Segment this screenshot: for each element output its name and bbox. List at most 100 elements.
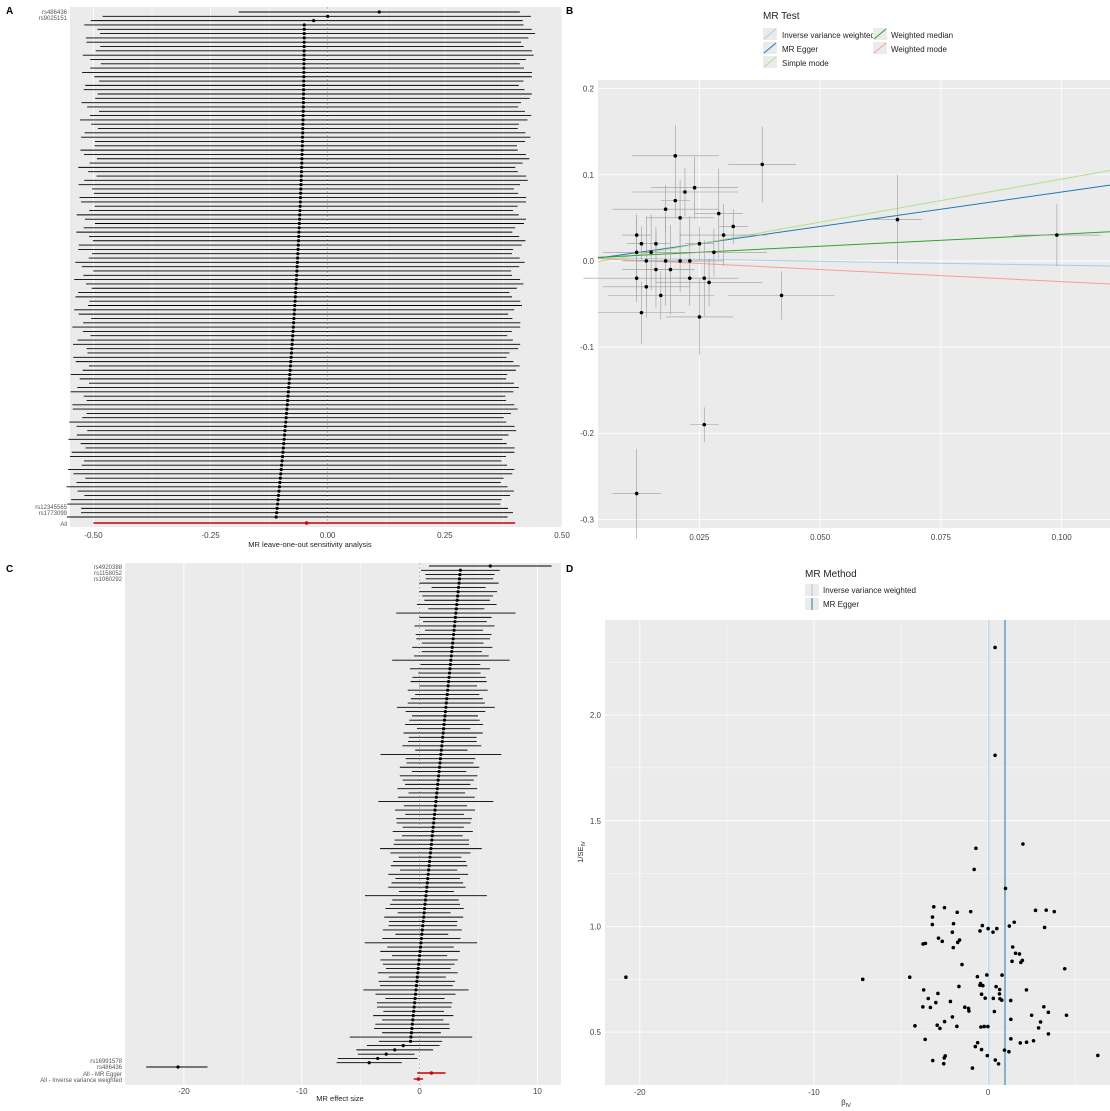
c-snp-point <box>427 864 431 868</box>
c-snp-point <box>410 1026 414 1031</box>
d-x-tick-label: 0 <box>986 1088 991 1097</box>
legend-key-d-egger <box>805 598 819 610</box>
d-point <box>942 905 947 910</box>
panel-d-x-axis-title: βIV <box>841 1098 851 1109</box>
legend-key-simple-mode <box>763 56 777 68</box>
b-y-tick-label: -0.2 <box>580 429 594 438</box>
b-point <box>673 198 678 203</box>
snp-point <box>301 101 305 105</box>
c-snp-point <box>426 872 430 876</box>
panel-b-ticks: 0.025 0.050 0.075 0.100 -0.3 -0.2 -0.1 0.0 0.1 0.… <box>580 85 1072 542</box>
c-snp-point <box>448 667 452 671</box>
snp-point <box>274 515 278 519</box>
snp-point <box>284 416 288 420</box>
c-snp-point <box>426 876 430 881</box>
c-snp-point <box>409 1035 413 1039</box>
c-snp-point <box>447 680 451 684</box>
panel-d-legend: Inverse variance weighted MR Egger <box>805 584 916 610</box>
b-point <box>702 276 707 280</box>
snp-point <box>292 308 297 312</box>
b-point <box>673 154 678 158</box>
c-snp-point <box>437 765 442 769</box>
c-snp-point <box>416 971 420 975</box>
c-snp-point <box>421 924 425 928</box>
c-snp-point <box>424 889 428 894</box>
c-snp-label-last: rs486436 <box>97 1065 123 1071</box>
c-snp-point <box>444 701 448 705</box>
snp-point <box>301 122 305 126</box>
snp-point <box>302 40 306 44</box>
legend-label-weighted-mode: Weighted mode <box>891 45 947 54</box>
b-point <box>895 217 900 222</box>
c-snp-point <box>419 941 423 945</box>
snp-point <box>296 243 300 247</box>
c-snp-point <box>434 795 438 799</box>
snp-point <box>302 49 306 53</box>
d-point <box>1031 1038 1036 1043</box>
b-point <box>663 259 668 263</box>
c-snp-point <box>432 817 436 821</box>
legend-label-simple-mode: Simple mode <box>782 59 829 68</box>
c-snp-point <box>410 1022 414 1026</box>
c-snp-point <box>436 778 440 782</box>
snp-point <box>286 394 290 398</box>
panel-letter-b: B <box>566 6 573 17</box>
d-point <box>938 1026 942 1031</box>
panel-b-legend-title: MR Test <box>763 11 800 22</box>
snp-point <box>377 10 381 14</box>
d-point <box>1010 959 1014 964</box>
d-point <box>972 867 976 872</box>
snp-label-second-last: rs12345565 <box>35 505 67 511</box>
snp-point <box>284 420 288 424</box>
snp-point <box>290 347 294 351</box>
c-snp-point <box>417 958 421 962</box>
b-point <box>634 276 639 280</box>
b-point <box>712 250 716 255</box>
snp-point <box>301 109 305 113</box>
c-snp-point <box>456 590 460 594</box>
c-snp-point <box>414 988 418 992</box>
b-point <box>663 207 668 212</box>
snp-point <box>291 329 295 334</box>
c-snp-point <box>451 632 456 637</box>
snp-point <box>290 338 295 342</box>
panel-letter-a: A <box>6 6 13 17</box>
snp-point <box>275 506 279 510</box>
snp-point <box>298 208 302 213</box>
c-snp-point <box>453 620 457 624</box>
b-point <box>658 293 663 298</box>
b-point <box>697 315 702 319</box>
snp-point <box>294 278 298 282</box>
c-snp-point <box>414 984 419 988</box>
c-snp-point <box>433 808 437 812</box>
legend-key-weighted-median <box>873 28 887 40</box>
panel-a-x-ticks: -0.50 -0.25 0.00 0.25 0.50 <box>84 531 570 540</box>
c-snp-point <box>441 735 445 739</box>
d-point <box>991 930 995 934</box>
d-point <box>921 988 926 992</box>
b-fit-line <box>597 257 1110 267</box>
c-snp-point <box>456 585 461 590</box>
d-point <box>1009 1037 1013 1041</box>
d-y-tick-label: 0.5 <box>590 1028 602 1037</box>
snp-point <box>296 247 300 251</box>
d-point <box>624 975 628 980</box>
d-point <box>986 1024 990 1029</box>
snp-point <box>302 36 306 40</box>
c-snp-point <box>437 774 441 778</box>
snp-point <box>278 476 282 480</box>
panel-d-background <box>605 620 1110 1085</box>
d-point <box>1012 920 1017 925</box>
a-tick-label: -0.25 <box>201 531 220 540</box>
d-point <box>1046 1032 1051 1036</box>
d-point <box>1064 1013 1069 1018</box>
snp-point <box>300 157 304 161</box>
b-point <box>721 233 726 237</box>
c-snp-point <box>428 855 432 859</box>
c-snp-point <box>442 727 446 731</box>
c-snp-point <box>417 954 422 958</box>
d-point <box>960 962 964 967</box>
c-snp-point <box>429 847 433 851</box>
snp-point <box>301 105 305 109</box>
snp-point <box>297 217 302 221</box>
